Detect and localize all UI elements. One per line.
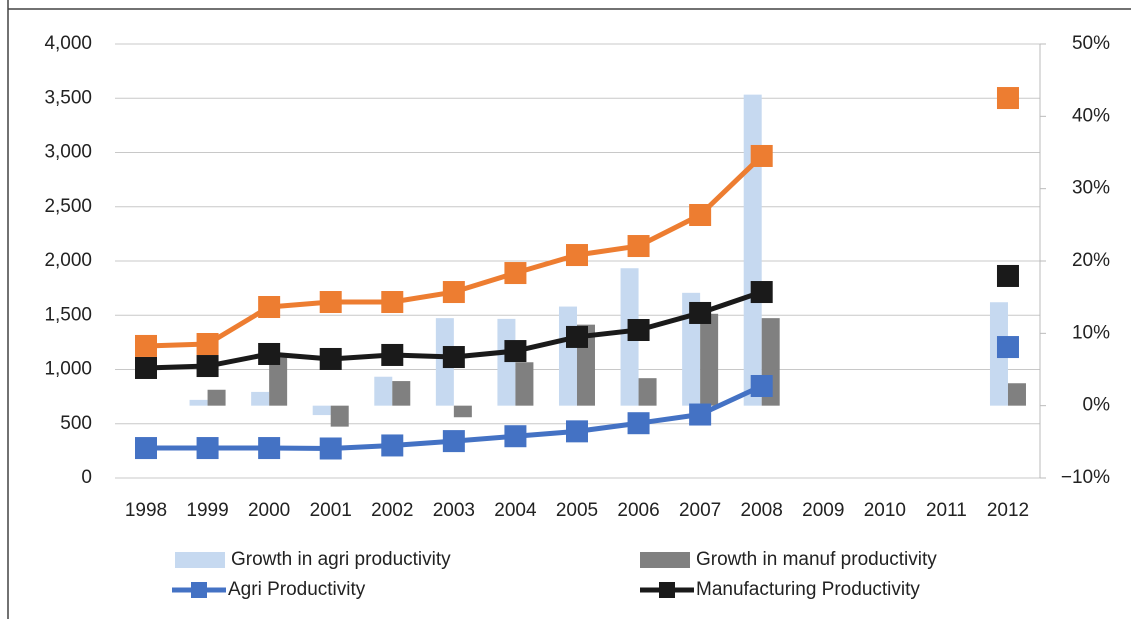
marker [196,333,219,356]
x-tick-label: 2009 [802,500,844,521]
bar [269,355,288,406]
y-tick-label: 4,000 [44,33,92,54]
x-tick-label: 2007 [679,500,721,521]
legend-swatch [175,552,225,568]
x-tick-label: 2003 [433,500,475,521]
bar [453,405,472,418]
legend-marker [191,582,207,598]
marker [996,336,1019,359]
marker [565,325,588,348]
y-tick-label: 1,500 [44,304,92,325]
bar [251,391,270,406]
x-tick-label: 2012 [987,500,1029,521]
marker [258,437,281,460]
x-tick-label: 2001 [310,500,352,521]
legend-marker [659,582,675,598]
marker [258,296,281,319]
y2-tick-label: 20% [1072,250,1110,271]
bar [700,313,719,406]
y-tick-label: 3,500 [44,87,92,108]
bar [374,376,393,406]
y2-tick-label: 50% [1072,33,1110,54]
marker [319,437,342,460]
marker [504,425,527,448]
bar [392,381,411,406]
y-tick-label: 3,000 [44,142,92,163]
y2-tick-label: 30% [1072,178,1110,199]
marker [565,244,588,267]
marker [196,355,219,378]
marker [996,264,1019,287]
marker [442,346,465,369]
bar [558,306,577,406]
marker [504,262,527,285]
marker [750,374,773,397]
marker [627,235,650,258]
bar [1007,383,1026,406]
x-tick-label: 1999 [186,500,228,521]
marker [381,343,404,366]
x-tick-label: 1998 [125,500,167,521]
marker [996,87,1019,110]
y-tick-label: 1,000 [44,359,92,380]
marker [135,437,157,460]
marker [135,356,157,379]
bar [189,399,208,406]
marker [135,334,157,357]
x-tick-label: 2000 [248,500,290,521]
y2-tick-label: 10% [1072,322,1110,343]
marker [750,144,773,167]
x-tick-label: 2008 [741,500,783,521]
bar [312,405,331,416]
y-tick-label: 2,000 [44,250,92,271]
bar [207,389,226,406]
marker [442,281,465,304]
x-tick-label: 2011 [926,500,967,521]
marker [750,281,773,304]
marker [381,291,404,314]
legend-label: Manufacturing Productivity [696,579,920,600]
bar [497,318,516,406]
marker [258,342,281,365]
marker [319,347,342,370]
marker [565,420,588,443]
y2-tick-label: −10% [1061,467,1110,488]
legend-label: Agri Productivity [228,579,366,600]
bar [638,378,657,406]
x-tick-label: 2010 [864,500,906,521]
x-tick-label: 2005 [556,500,598,521]
marker [689,403,712,426]
marker [504,340,527,363]
marker [196,437,219,460]
x-tick-label: 2002 [371,500,413,521]
legend-swatch [640,552,690,568]
x-tick-label: 2006 [617,500,659,521]
legend-label: Growth in agri productivity [231,549,451,570]
x-tick-label: 2004 [494,500,537,521]
marker [627,412,650,435]
y-tick-label: 500 [60,413,92,434]
bar [330,405,349,427]
marker [381,434,404,457]
marker [319,291,342,314]
marker [442,430,465,453]
y2-tick-label: 0% [1083,395,1111,416]
y2-tick-label: 40% [1072,105,1110,126]
marker [689,203,712,226]
marker [627,319,650,342]
bar [515,362,534,406]
legend-label: Growth in manuf productivity [696,549,937,570]
marker [689,301,712,324]
y-tick-label: 0 [81,467,92,488]
y-tick-label: 2,500 [44,196,92,217]
bar [743,94,762,406]
